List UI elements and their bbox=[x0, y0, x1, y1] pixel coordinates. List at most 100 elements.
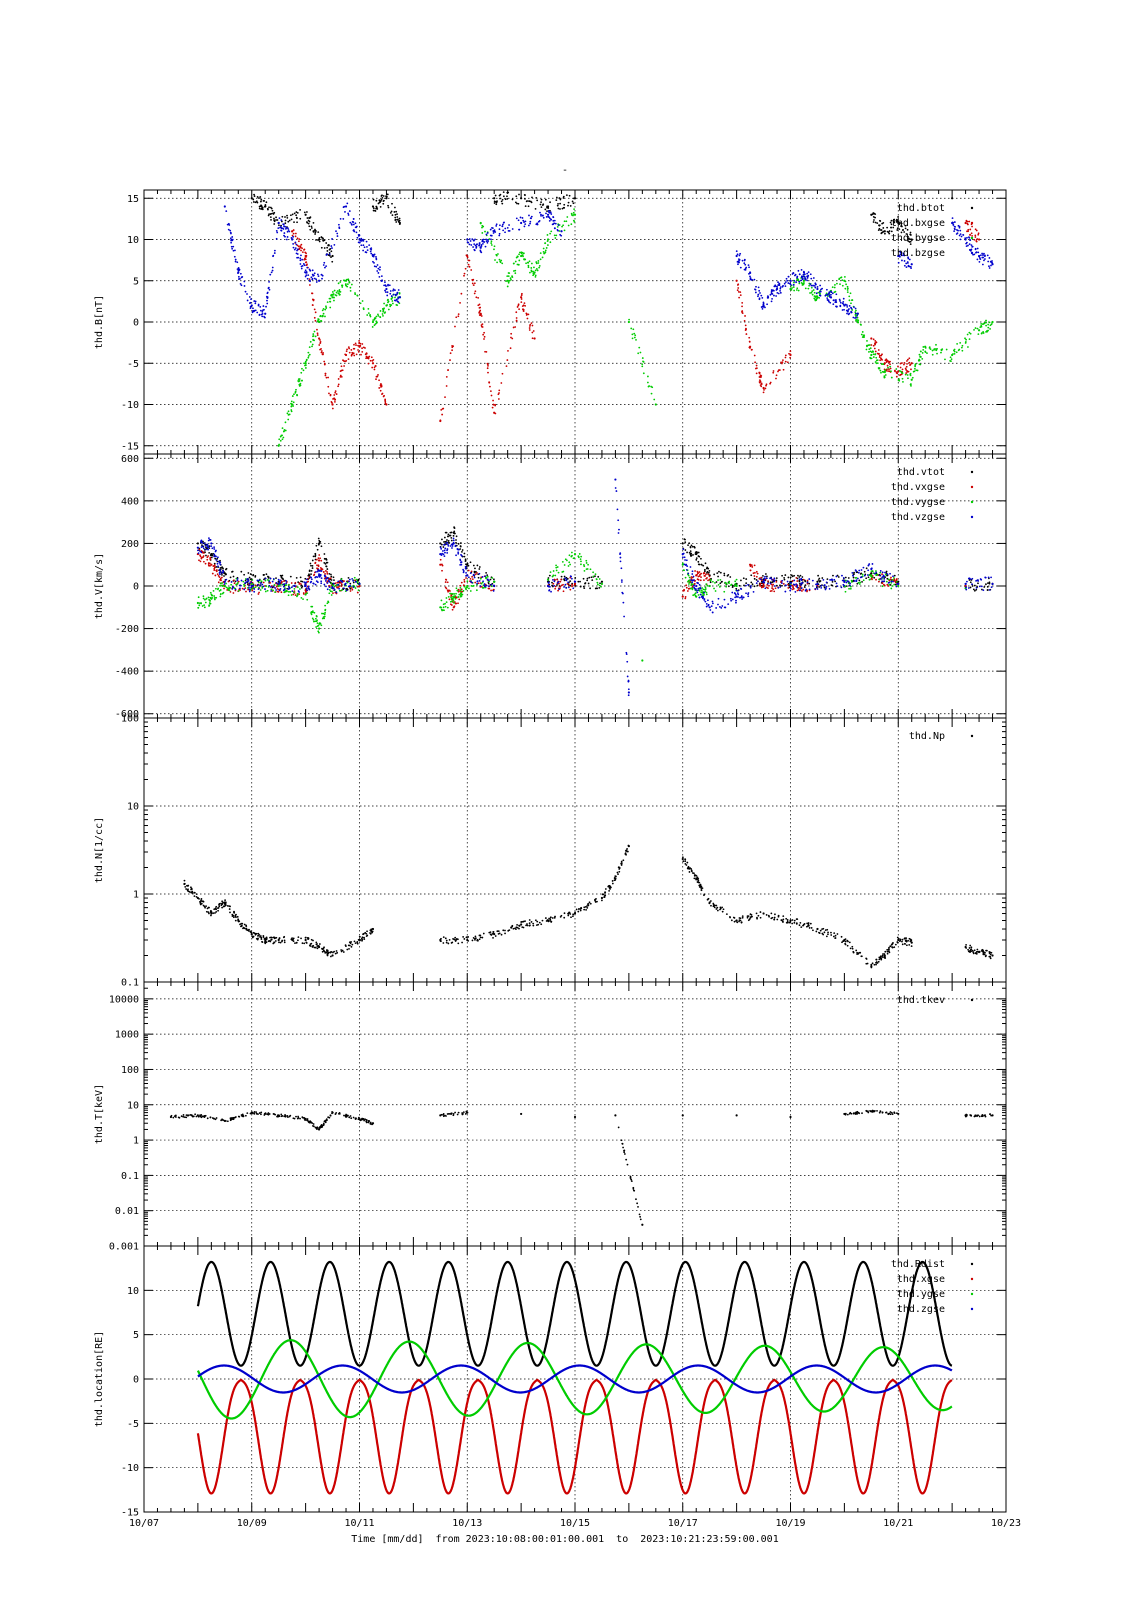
data-point bbox=[484, 575, 487, 578]
data-point bbox=[261, 315, 264, 318]
data-point bbox=[209, 556, 212, 559]
data-point bbox=[481, 586, 484, 589]
data-point bbox=[735, 578, 738, 581]
data-point bbox=[495, 223, 498, 226]
data-point bbox=[460, 591, 463, 594]
data-point bbox=[212, 589, 215, 592]
data-point bbox=[446, 549, 448, 552]
data-point bbox=[557, 589, 559, 592]
data-point bbox=[825, 585, 828, 588]
data-point bbox=[736, 253, 739, 256]
data-point bbox=[858, 583, 861, 585]
data-point bbox=[903, 264, 906, 267]
data-point bbox=[853, 573, 855, 576]
data-point bbox=[394, 206, 396, 209]
data-point bbox=[885, 570, 888, 573]
data-point bbox=[973, 584, 976, 587]
data-point bbox=[279, 587, 282, 590]
data-point bbox=[789, 350, 792, 352]
data-point bbox=[346, 283, 349, 286]
data-point bbox=[494, 259, 496, 261]
data-point bbox=[971, 583, 973, 586]
data-point bbox=[530, 322, 533, 325]
data-point bbox=[393, 299, 396, 302]
data-point bbox=[908, 258, 911, 261]
data-point bbox=[843, 304, 846, 307]
data-point bbox=[326, 602, 329, 605]
data-point bbox=[487, 364, 489, 367]
data-point bbox=[246, 299, 249, 302]
data-point bbox=[489, 228, 492, 231]
y-axis-title: thd.B[nT] bbox=[94, 295, 105, 349]
data-point bbox=[313, 620, 315, 623]
data-point bbox=[689, 552, 692, 555]
data-point bbox=[792, 286, 795, 288]
data-point bbox=[304, 364, 307, 367]
data-point bbox=[755, 570, 758, 573]
data-point bbox=[226, 587, 229, 590]
data-point bbox=[723, 574, 726, 577]
data-point bbox=[688, 576, 691, 579]
data-point bbox=[974, 247, 977, 250]
data-point bbox=[598, 584, 601, 587]
data-point bbox=[250, 586, 253, 589]
data-point bbox=[386, 304, 389, 306]
data-point bbox=[487, 585, 490, 588]
data-point bbox=[825, 581, 828, 584]
data-point bbox=[907, 257, 910, 260]
data-point bbox=[476, 564, 479, 567]
data-point bbox=[846, 287, 849, 290]
data-point bbox=[818, 586, 821, 588]
data-point bbox=[326, 577, 328, 580]
data-point bbox=[388, 284, 391, 287]
data-point bbox=[453, 527, 456, 529]
data-point bbox=[311, 567, 314, 569]
data-point bbox=[731, 598, 734, 601]
data-point bbox=[362, 249, 365, 252]
data-point bbox=[873, 572, 876, 575]
data-point bbox=[685, 559, 688, 562]
data-point bbox=[277, 221, 280, 225]
data-point bbox=[888, 583, 891, 586]
data-point bbox=[773, 579, 776, 582]
data-point bbox=[893, 583, 896, 586]
data-point bbox=[769, 381, 772, 384]
data-point bbox=[800, 279, 803, 282]
data-point bbox=[988, 321, 991, 324]
data-point bbox=[256, 583, 259, 586]
data-point bbox=[260, 309, 262, 312]
data-point bbox=[858, 569, 861, 572]
data-point bbox=[270, 219, 272, 221]
data-point bbox=[965, 582, 967, 585]
data-point bbox=[215, 569, 218, 572]
data-point bbox=[883, 578, 886, 580]
data-point bbox=[441, 538, 443, 541]
data-point bbox=[330, 594, 333, 596]
data-point bbox=[956, 229, 958, 231]
data-point bbox=[309, 576, 312, 579]
data-point bbox=[440, 599, 443, 602]
data-point bbox=[690, 584, 693, 587]
data-point bbox=[813, 291, 816, 294]
data-point bbox=[198, 602, 201, 605]
data-point bbox=[982, 589, 985, 592]
data-point bbox=[291, 230, 294, 233]
data-point bbox=[975, 588, 978, 591]
data-point bbox=[697, 563, 700, 566]
data-point bbox=[511, 228, 514, 230]
data-point bbox=[741, 310, 744, 312]
data-point bbox=[300, 580, 302, 583]
data-point bbox=[749, 272, 752, 275]
data-point bbox=[480, 315, 483, 317]
data-point bbox=[797, 574, 799, 577]
data-point bbox=[834, 290, 837, 293]
data-point bbox=[476, 571, 478, 574]
data-point bbox=[816, 286, 819, 288]
data-point bbox=[225, 210, 228, 213]
data-point bbox=[525, 262, 527, 265]
data-point bbox=[524, 197, 526, 200]
data-point bbox=[320, 545, 323, 548]
data-point bbox=[371, 205, 375, 208]
data-point bbox=[294, 247, 297, 250]
data-point bbox=[462, 584, 465, 587]
